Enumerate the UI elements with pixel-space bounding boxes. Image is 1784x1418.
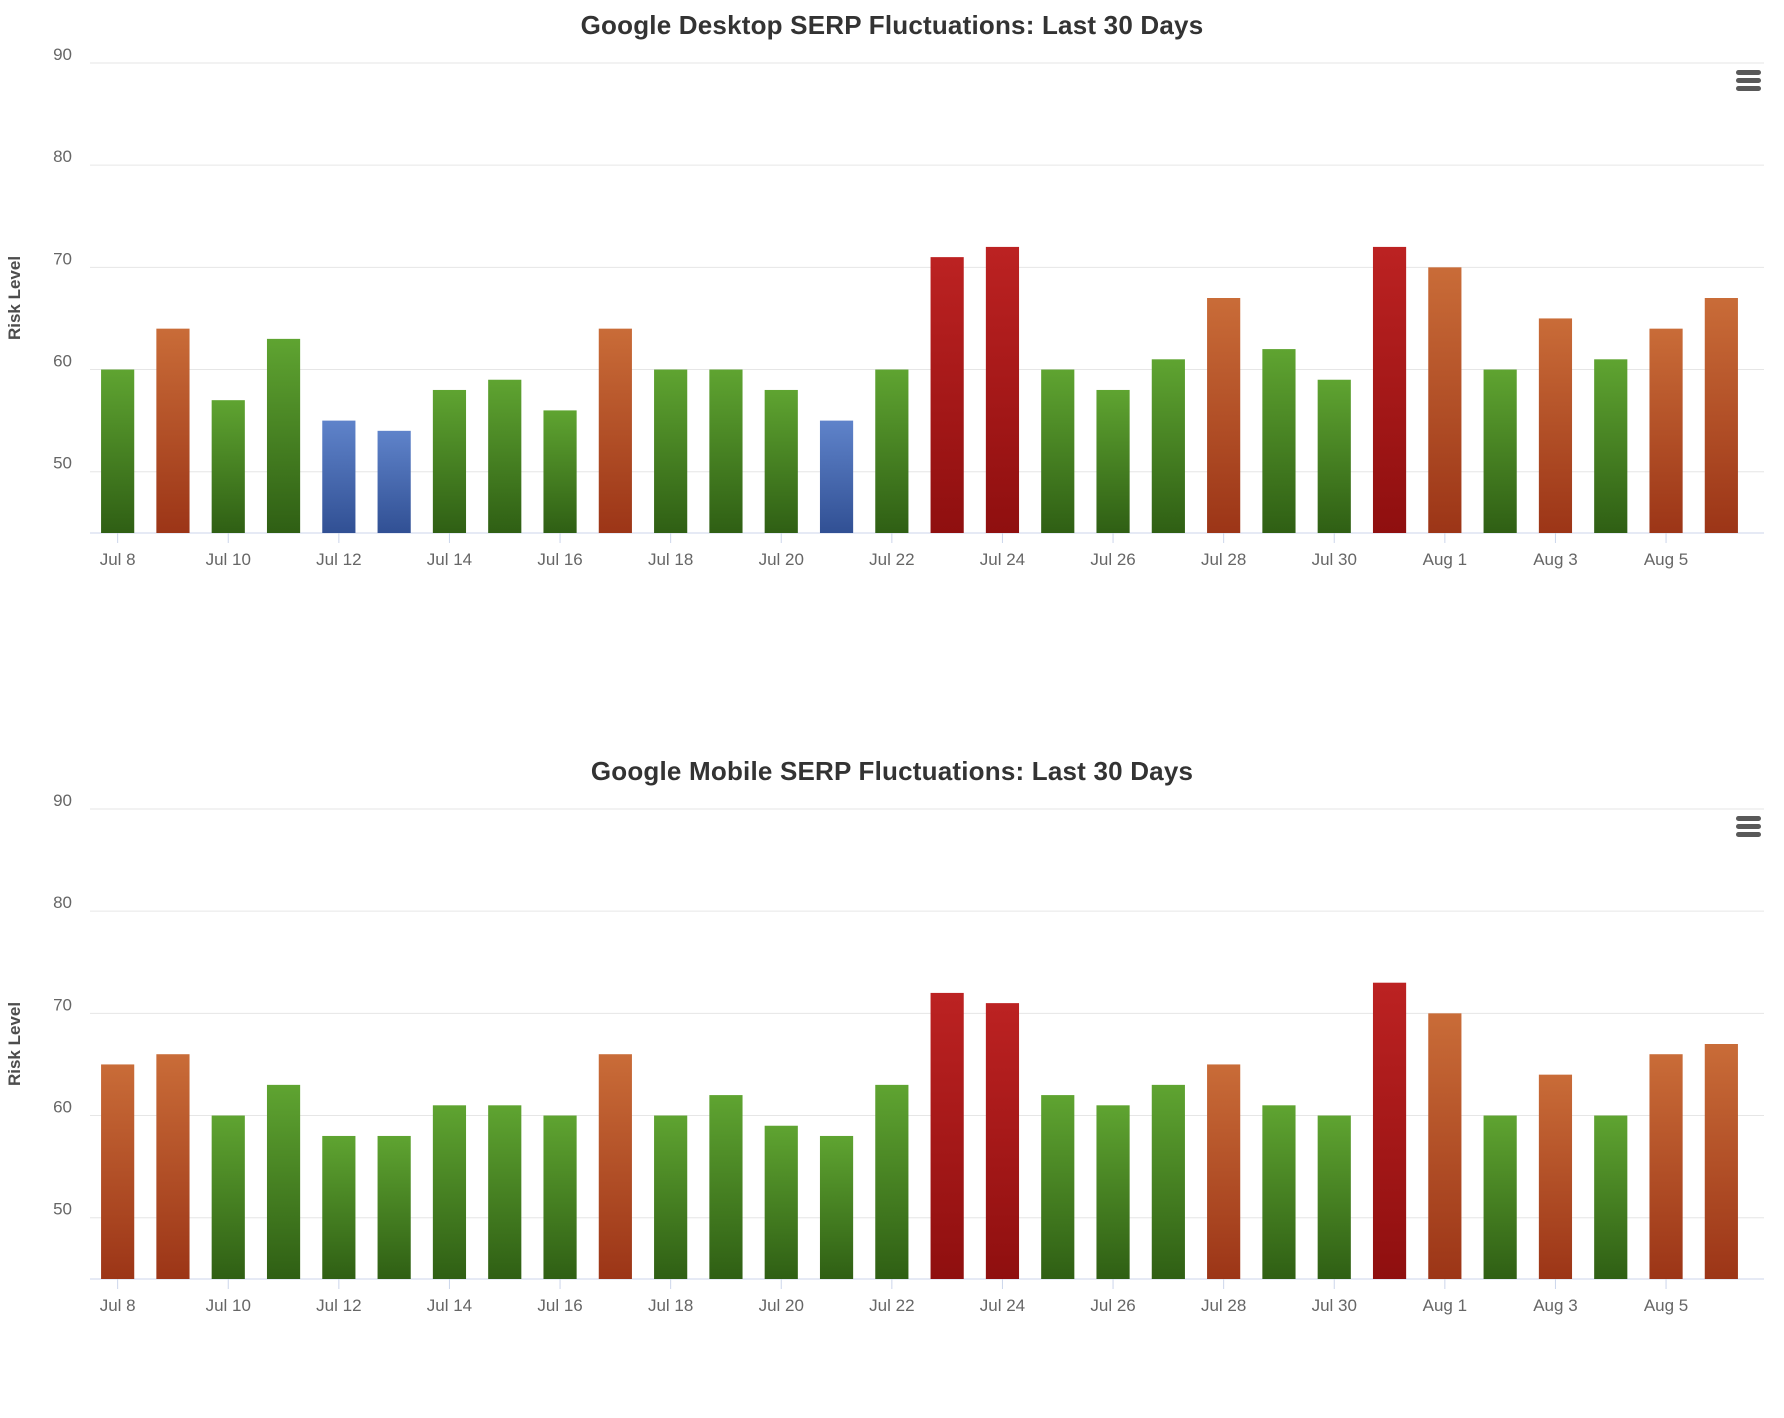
svg-text:70: 70 <box>53 995 72 1014</box>
svg-text:Jul 20: Jul 20 <box>759 550 804 569</box>
svg-text:Jul 16: Jul 16 <box>537 1296 582 1315</box>
svg-text:Jul 22: Jul 22 <box>869 550 914 569</box>
svg-text:Jul 18: Jul 18 <box>648 550 693 569</box>
svg-text:60: 60 <box>53 1098 72 1117</box>
svg-text:Jul 12: Jul 12 <box>316 550 361 569</box>
svg-text:Risk Level: Risk Level <box>5 1002 24 1086</box>
svg-text:Jul 30: Jul 30 <box>1312 1296 1357 1315</box>
svg-text:Jul 14: Jul 14 <box>427 1296 472 1315</box>
svg-text:Jul 26: Jul 26 <box>1090 550 1135 569</box>
svg-text:90: 90 <box>53 45 72 64</box>
svg-text:90: 90 <box>53 791 72 810</box>
svg-text:Risk Level: Risk Level <box>5 256 24 340</box>
svg-text:50: 50 <box>53 454 72 473</box>
svg-text:Jul 30: Jul 30 <box>1312 550 1357 569</box>
svg-text:Aug 1: Aug 1 <box>1423 1296 1467 1315</box>
svg-text:Jul 14: Jul 14 <box>427 550 472 569</box>
svg-text:Jul 28: Jul 28 <box>1201 1296 1246 1315</box>
svg-text:Jul 22: Jul 22 <box>869 1296 914 1315</box>
svg-text:60: 60 <box>53 352 72 371</box>
svg-text:Jul 8: Jul 8 <box>100 550 136 569</box>
svg-text:50: 50 <box>53 1200 72 1219</box>
svg-text:Jul 28: Jul 28 <box>1201 550 1246 569</box>
svg-text:Jul 26: Jul 26 <box>1090 1296 1135 1315</box>
svg-text:Aug 5: Aug 5 <box>1644 550 1688 569</box>
svg-text:Aug 1: Aug 1 <box>1423 550 1467 569</box>
svg-text:Aug 3: Aug 3 <box>1533 1296 1577 1315</box>
svg-text:Jul 10: Jul 10 <box>206 1296 251 1315</box>
svg-text:Jul 20: Jul 20 <box>759 1296 804 1315</box>
svg-text:Jul 18: Jul 18 <box>648 1296 693 1315</box>
svg-text:Jul 24: Jul 24 <box>980 1296 1025 1315</box>
svg-text:Jul 12: Jul 12 <box>316 1296 361 1315</box>
svg-text:Aug 3: Aug 3 <box>1533 550 1577 569</box>
svg-text:70: 70 <box>53 249 72 268</box>
svg-text:Aug 5: Aug 5 <box>1644 1296 1688 1315</box>
svg-text:80: 80 <box>53 147 72 166</box>
svg-text:Jul 8: Jul 8 <box>100 1296 136 1315</box>
svg-text:Jul 16: Jul 16 <box>537 550 582 569</box>
svg-text:80: 80 <box>53 893 72 912</box>
svg-text:Jul 10: Jul 10 <box>206 550 251 569</box>
svg-text:Jul 24: Jul 24 <box>980 550 1025 569</box>
